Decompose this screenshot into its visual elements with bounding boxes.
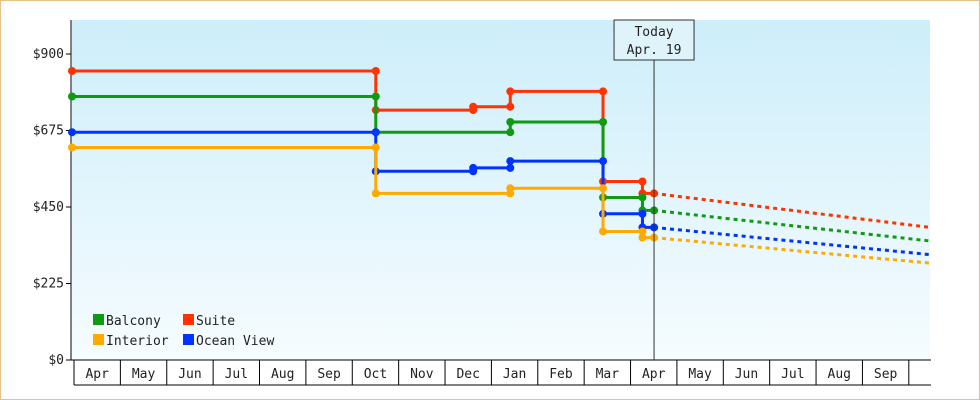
data-point [68,92,76,101]
data-point [371,92,380,101]
legend-swatch [183,334,194,345]
series-balcony [68,92,931,243]
legend: Balcony Suite Interior Ocean View [93,314,274,349]
forecast-line-balcony [653,208,931,243]
data-point [506,184,515,193]
x-tick-label: Sep [874,367,898,382]
data-point [599,227,608,236]
x-tick-label: May [132,367,156,382]
data-point [506,157,515,166]
forecast-line-suite [653,191,931,229]
x-tick-label: Jun [178,367,201,382]
y-tick-label: $0 [48,353,64,368]
today-date: Apr. 19 [627,43,682,58]
y-tick-label: $225 [33,277,64,292]
x-tick-label: Mar [596,367,620,382]
data-point [469,163,478,172]
data-point [638,227,647,236]
forecast-line-interior [653,236,931,265]
today-marker: Today Apr. 19 [613,19,695,360]
x-tick-label: Jul [225,367,248,382]
data-point [506,163,515,172]
today-box [613,19,695,61]
data-point [469,102,478,111]
series-layer [68,67,931,265]
axes: $0 $225 $450 $675 $900 Apr May Jun Jul Aug Sep Oct N… [33,20,931,386]
data-point [599,157,608,166]
y-tick-label: $450 [33,200,64,215]
data-point [506,118,515,126]
plot-area [72,20,930,360]
x-tick-label: Sep [317,367,341,382]
data-point [599,118,608,126]
data-point [371,143,380,152]
data-point [506,87,515,96]
data-point [506,102,515,111]
x-tick-label: Apr [642,367,666,382]
series-interior [68,143,931,265]
x-tick-label: Jul [781,367,804,382]
data-point [599,87,608,96]
x-tick-label: Jan [503,367,526,382]
series-line-balcony [72,95,655,212]
x-tick-label: Oct [364,367,387,382]
legend-label: Balcony [106,314,161,329]
y-tick-label: $675 [33,124,64,139]
data-point [638,209,647,218]
data-point [371,67,380,75]
legend-label: Ocean View [196,334,274,349]
data-point [68,128,76,137]
legend-swatch [93,314,104,325]
data-point [638,177,647,186]
x-tick-label: May [688,367,712,382]
data-point [371,189,380,198]
data-point [68,67,76,75]
x-tick-label: Jun [735,367,758,382]
x-tick-label: Nov [410,367,434,382]
legend-label: Interior [106,334,169,349]
data-point [599,184,608,193]
data-point [371,128,380,137]
data-point [638,193,647,202]
x-tick-label: Feb [549,367,573,382]
legend-label: Suite [196,314,235,329]
data-point [638,233,647,242]
y-tick-label: $900 [33,47,64,62]
x-tick-label: Aug [828,367,851,382]
legend-swatch [93,334,104,345]
today-label: Today [634,25,673,40]
forecast-line-ocean-view [653,225,931,257]
x-tick-label: Aug [271,367,294,382]
x-tick-label: Apr [85,367,109,382]
x-tick-label: Dec [456,367,479,382]
data-point [506,128,515,137]
data-point [68,143,76,152]
legend-swatch [183,314,194,325]
